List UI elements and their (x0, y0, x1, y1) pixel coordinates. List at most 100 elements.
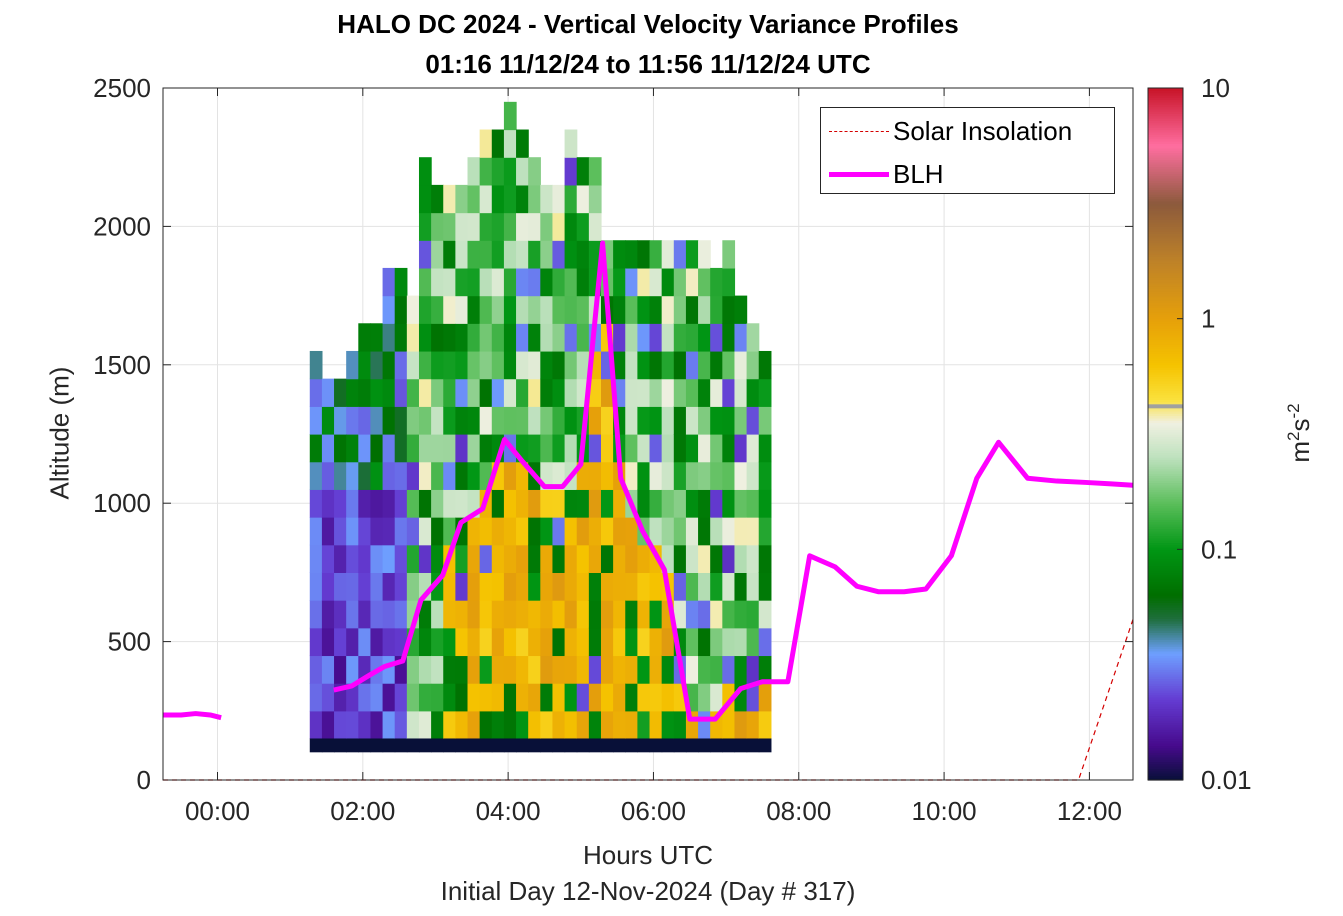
heatmap-cell (431, 184, 444, 214)
heatmap-cell (394, 461, 408, 490)
heatmap-cell (491, 184, 505, 214)
heatmap-cell (516, 184, 529, 214)
heatmap-cell (576, 350, 590, 380)
heatmap-cell (455, 184, 469, 214)
colorbar-segment (1148, 332, 1183, 336)
colorbar-segment (1148, 673, 1183, 677)
heatmap-cell (406, 683, 420, 712)
heatmap-cell (431, 295, 444, 324)
heatmap-cell (734, 655, 748, 684)
colorbar-segment (1148, 507, 1183, 511)
heatmap-surface-cell (346, 738, 359, 753)
heatmap-surface-cell (625, 738, 638, 753)
colorbar-segment (1148, 334, 1183, 338)
heatmap-cell (491, 600, 505, 629)
heatmap-cell (710, 544, 723, 573)
chart-subtitle: 01:16 11/12/24 to 11:56 11/12/24 UTC (425, 49, 871, 79)
heatmap-cell (394, 378, 408, 407)
heatmap-cell (467, 572, 481, 601)
heatmap-cell (625, 517, 638, 546)
heatmap-cell (406, 350, 420, 380)
heatmap-cell (698, 710, 711, 740)
colorbar-segment (1148, 436, 1183, 440)
heatmap-cell (491, 350, 505, 380)
colorbar-segment (1148, 440, 1183, 444)
heatmap-cell (661, 627, 675, 657)
heatmap-cell (431, 461, 444, 490)
heatmap-cell (576, 157, 590, 186)
heatmap-cell (613, 240, 626, 269)
heatmap-cell (516, 489, 529, 518)
heatmap-cell (503, 517, 517, 546)
heatmap-cell (431, 655, 444, 684)
heatmap-cell (455, 267, 469, 297)
heatmap-cell (552, 323, 566, 352)
colorbar-segment (1148, 468, 1183, 472)
heatmap-cell (455, 212, 469, 241)
heatmap-cell (552, 295, 566, 324)
colorbar-segment (1148, 613, 1183, 617)
heatmap-cell (334, 710, 347, 740)
heatmap-cell (516, 406, 529, 435)
heatmap-cell (649, 517, 663, 546)
colorbar-segment (1148, 272, 1183, 276)
colorbar-segment (1148, 475, 1183, 479)
colorbar-segment (1148, 362, 1183, 366)
colorbar-segment (1148, 277, 1183, 281)
heatmap-cell (491, 129, 505, 158)
colorbar-segment (1148, 355, 1183, 359)
colorbar-segment (1148, 466, 1183, 470)
heatmap-cell (746, 434, 760, 463)
heatmap-cell (588, 461, 602, 490)
colorbar-segment (1148, 420, 1183, 424)
heatmap-cell (479, 627, 493, 657)
heatmap-cell (443, 323, 456, 352)
heatmap-cell (661, 489, 675, 518)
heatmap-cell (370, 350, 384, 380)
heatmap-cell (431, 378, 444, 407)
colorbar-segment (1148, 600, 1183, 603)
colorbar-segment (1148, 380, 1183, 384)
heatmap-cell (637, 544, 651, 573)
x-tick-label: 10:00 (912, 796, 977, 826)
colorbar-segment (1148, 560, 1183, 564)
heatmap-cell (528, 572, 541, 601)
colorbar-segment (1148, 295, 1183, 299)
colorbar-segment (1148, 477, 1183, 481)
heatmap-cell (600, 434, 614, 463)
heatmap-cell (516, 378, 529, 407)
heatmap-cell (443, 572, 456, 601)
heatmap-cell (443, 710, 456, 740)
heatmap-cell (613, 683, 626, 712)
colorbar-segment (1148, 182, 1183, 186)
heatmap-cell (321, 544, 335, 573)
blh-line-early (163, 711, 222, 721)
heatmap-cell (358, 323, 372, 352)
heatmap-cell (540, 184, 554, 214)
heatmap-cell (600, 572, 614, 601)
heatmap-surface-cell (552, 738, 566, 753)
heatmap-cell (382, 295, 396, 324)
heatmap-cell (685, 517, 699, 546)
colorbar-segment (1148, 498, 1183, 502)
heatmap-cell (467, 655, 481, 684)
heatmap-cell (503, 572, 517, 601)
colorbar-frame (1147, 87, 1184, 781)
heatmap-cell (467, 600, 481, 629)
colorbar-segment (1148, 360, 1183, 364)
y-axis-label: Altitude (m) (44, 366, 75, 500)
colorbar-marker (1148, 404, 1183, 409)
heatmap-cell (588, 212, 602, 241)
heatmap-cell (600, 627, 614, 657)
colorbar-segment (1148, 459, 1183, 463)
heatmap-cell (722, 517, 736, 546)
heatmap-cell (346, 350, 359, 380)
colorbar-segment (1148, 415, 1183, 419)
heatmap-cell (576, 323, 590, 352)
colorbar-segment (1148, 281, 1183, 285)
heatmap-cell (479, 240, 493, 269)
heatmap-cell (528, 544, 541, 573)
colorbar-segment (1148, 710, 1183, 714)
heatmap-cell (455, 627, 469, 657)
colorbar-segment (1148, 632, 1183, 636)
